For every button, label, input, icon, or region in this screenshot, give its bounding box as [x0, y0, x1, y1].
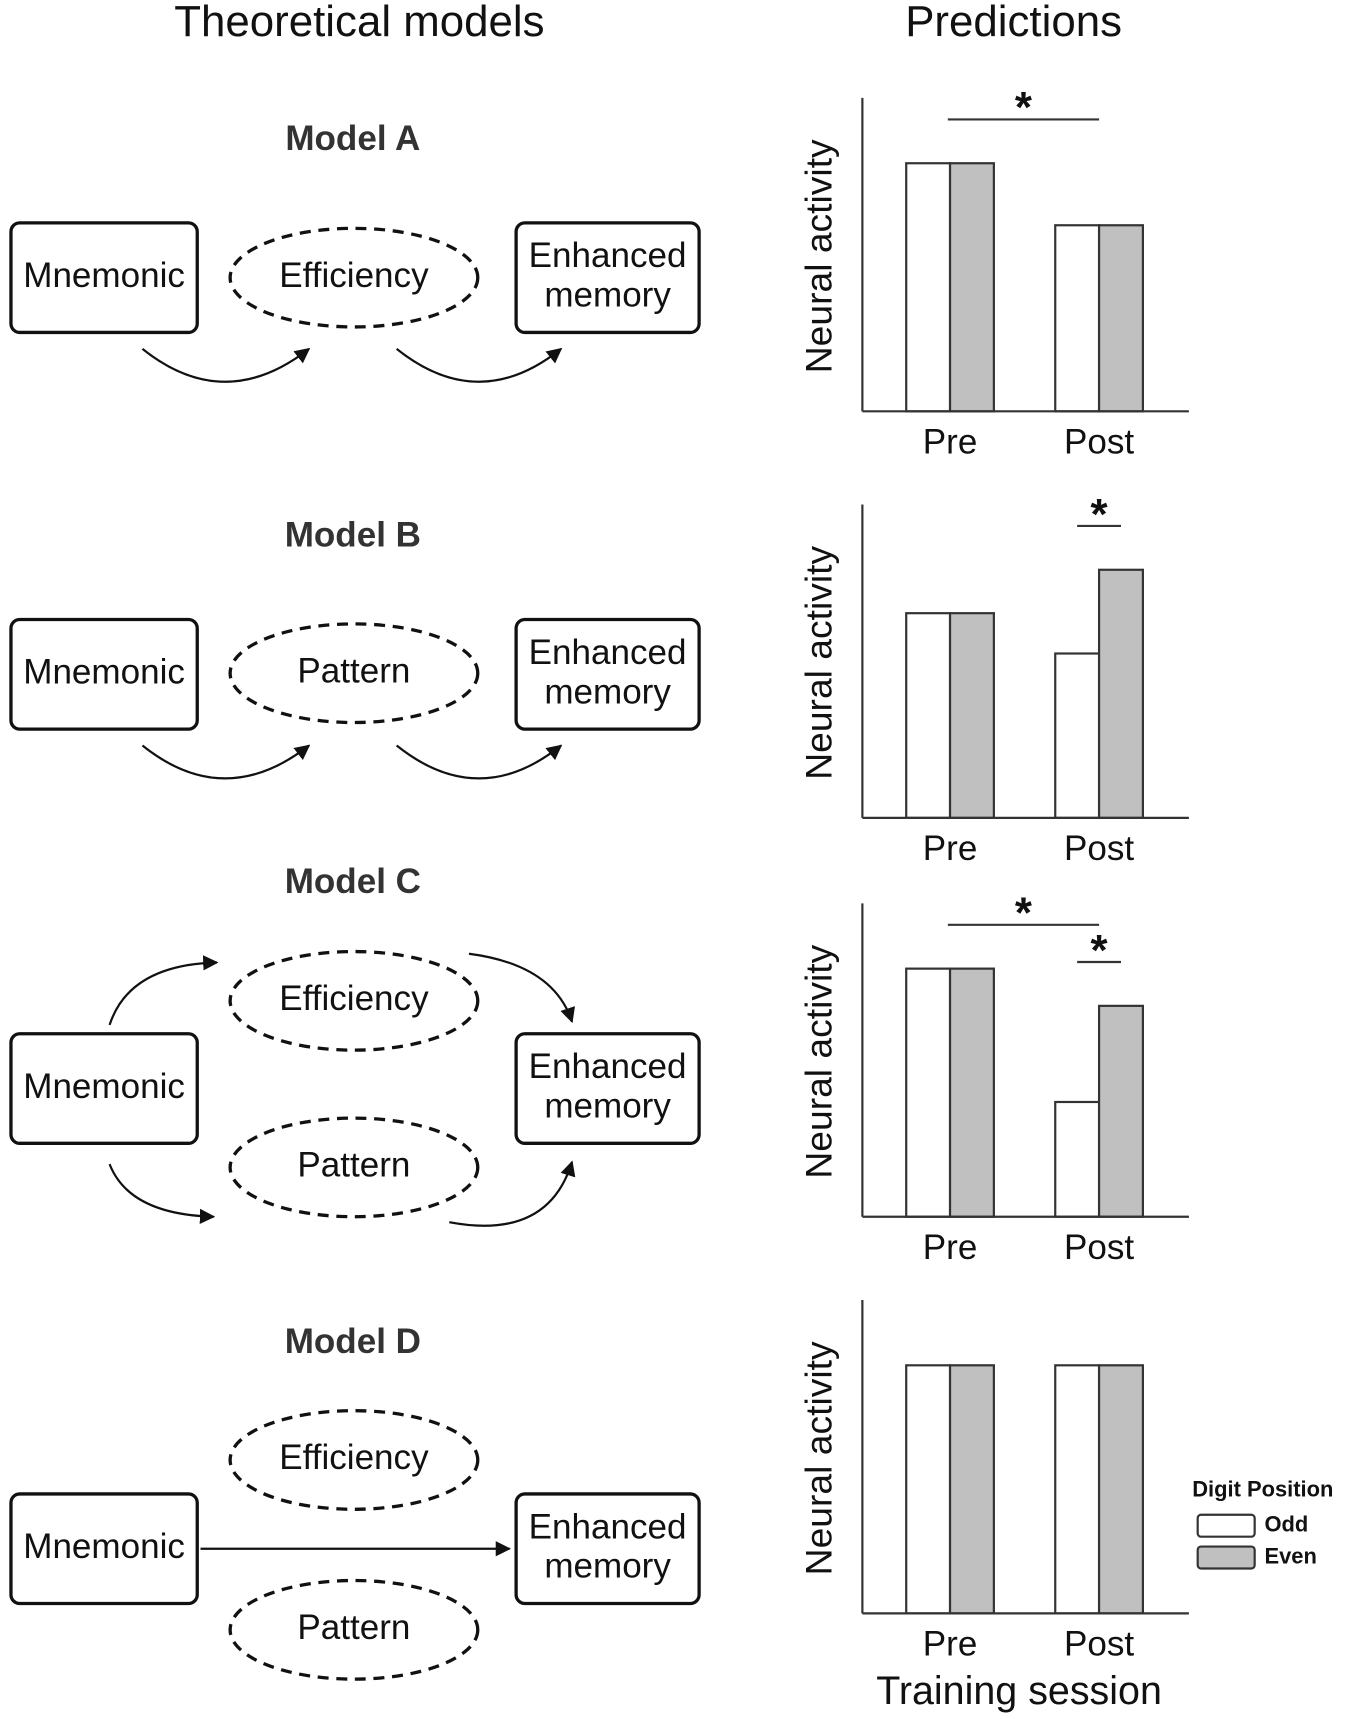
bar	[1097, 568, 1144, 819]
x-axis-label: Training session	[876, 1669, 1162, 1713]
bar	[1054, 652, 1101, 819]
bar	[1054, 1364, 1101, 1615]
node-ellipse	[228, 622, 480, 725]
node-ellipse	[228, 1578, 480, 1681]
y-axis-label: Neural activity	[798, 944, 840, 1178]
x-tick-label: Pre	[923, 422, 978, 461]
y-axis-label: Neural activity	[798, 1341, 840, 1575]
node-label: Enhanced	[529, 236, 687, 275]
bar	[905, 1364, 952, 1615]
arrow	[141, 347, 311, 383]
bar	[905, 162, 952, 413]
node-box	[9, 1032, 199, 1145]
node-label: Enhanced	[529, 1507, 687, 1546]
legend-label: Odd	[1265, 1512, 1309, 1537]
bar	[948, 1364, 995, 1615]
bar	[1097, 1364, 1144, 1615]
arrow	[468, 952, 575, 1024]
arrow	[395, 744, 563, 780]
legend-title: Digit Position	[1192, 1476, 1333, 1501]
node-label: Mnemonic	[23, 653, 185, 692]
node-label: Mnemonic	[23, 256, 185, 295]
bar	[1097, 1004, 1144, 1218]
legend-swatch	[1196, 1513, 1256, 1538]
model-title: Model D	[285, 1322, 421, 1361]
significance-label: *	[1091, 926, 1109, 975]
left-header: Theoretical models	[174, 0, 544, 46]
y-axis-label: Neural activity	[798, 545, 840, 779]
node-box	[9, 221, 199, 335]
model-title: Model C	[285, 862, 421, 901]
right-header: Predictions	[905, 0, 1122, 46]
bar	[948, 162, 995, 413]
bar	[948, 612, 995, 819]
node-box	[514, 617, 701, 731]
node-box	[514, 1492, 701, 1606]
significance-label: *	[1015, 889, 1033, 938]
node-label: Enhanced	[529, 1047, 687, 1086]
arrow	[141, 744, 311, 780]
node-label: Efficiency	[279, 256, 429, 295]
node-label: memory	[544, 276, 671, 315]
node-label: Efficiency	[279, 1438, 429, 1477]
bar	[948, 967, 995, 1218]
node-box	[9, 1492, 199, 1606]
bar	[1054, 1100, 1101, 1218]
arrow	[108, 955, 219, 1026]
node-label: memory	[544, 1547, 671, 1586]
x-tick-label: Post	[1064, 422, 1134, 461]
node-box	[514, 221, 701, 335]
significance-label: *	[1091, 490, 1109, 539]
legend-swatch	[1196, 1545, 1256, 1570]
x-tick-label: Post	[1064, 829, 1134, 868]
bar	[905, 967, 952, 1218]
x-tick-label: Pre	[923, 829, 978, 868]
significance-label: *	[1015, 83, 1033, 132]
node-label: Efficiency	[279, 979, 429, 1018]
node-ellipse	[228, 1409, 480, 1511]
node-label: Enhanced	[529, 633, 687, 672]
node-label: Mnemonic	[23, 1067, 185, 1106]
node-label: Pattern	[297, 1146, 410, 1185]
x-tick-label: Post	[1064, 1625, 1134, 1664]
node-label: Pattern	[297, 1608, 410, 1647]
node-ellipse	[228, 949, 480, 1052]
y-axis-label: Neural activity	[798, 139, 840, 373]
legend-label: Even	[1265, 1543, 1317, 1568]
x-tick-label: Pre	[923, 1228, 978, 1267]
x-tick-label: Pre	[923, 1625, 978, 1664]
arrow	[395, 347, 563, 383]
model-title: Model A	[285, 119, 420, 158]
node-label: memory	[544, 672, 671, 711]
model-title: Model B	[285, 516, 421, 555]
node-label: memory	[544, 1087, 671, 1126]
node-box	[514, 1032, 701, 1145]
x-tick-label: Post	[1064, 1228, 1134, 1267]
arrow	[449, 1160, 576, 1227]
arrow	[108, 1163, 216, 1225]
node-ellipse	[228, 1116, 480, 1219]
bar	[1097, 224, 1144, 413]
bar	[905, 612, 952, 819]
node-label: Pattern	[297, 651, 410, 690]
bar	[1054, 224, 1101, 413]
node-box	[9, 617, 199, 731]
node-ellipse	[228, 226, 480, 329]
node-label: Mnemonic	[23, 1527, 185, 1566]
